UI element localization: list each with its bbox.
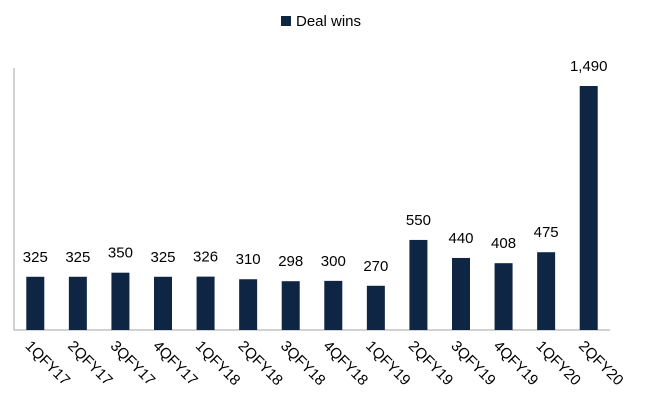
data-label: 325 xyxy=(23,249,48,266)
x-tick-label: 3QFY17 xyxy=(107,338,159,390)
x-tick-label: 2QFY18 xyxy=(235,338,287,390)
bar xyxy=(68,276,87,330)
data-label: 310 xyxy=(236,251,261,268)
data-label: 300 xyxy=(321,253,346,270)
legend-swatch xyxy=(281,16,291,26)
x-tick-label: 2QFY20 xyxy=(575,338,627,390)
bar xyxy=(239,279,258,330)
bar xyxy=(537,252,556,330)
x-tick-label: 4QFY18 xyxy=(320,338,372,390)
bar xyxy=(324,280,343,330)
bar xyxy=(26,276,45,330)
x-tick-label: 1QFY19 xyxy=(362,338,414,390)
data-label: 270 xyxy=(363,258,388,275)
data-label: 326 xyxy=(193,249,218,266)
x-tick-label: 2QFY17 xyxy=(64,338,116,390)
x-tick-label: 4QFY19 xyxy=(490,338,542,390)
bar xyxy=(366,285,385,330)
x-tick-label: 3QFY19 xyxy=(447,338,499,390)
legend-label: Deal wins xyxy=(296,13,361,30)
x-tick-label: 2QFY19 xyxy=(405,338,457,390)
data-label: 475 xyxy=(534,224,559,241)
data-label: 325 xyxy=(150,249,175,266)
data-label: 550 xyxy=(406,212,431,229)
x-tick-label: 4QFY17 xyxy=(149,338,201,390)
data-label: 440 xyxy=(448,230,473,247)
bar xyxy=(281,281,300,330)
x-tick-label: 1QFY18 xyxy=(192,338,244,390)
bar xyxy=(111,272,130,330)
bar xyxy=(196,276,215,330)
data-label: 325 xyxy=(65,249,90,266)
bar xyxy=(154,276,172,330)
data-label: 408 xyxy=(491,235,516,252)
data-label: 350 xyxy=(108,245,133,262)
bar xyxy=(452,257,470,330)
data-label: 298 xyxy=(278,253,303,270)
x-tick-label: 1QFY17 xyxy=(22,338,74,390)
bar xyxy=(579,86,598,330)
bar xyxy=(409,239,428,330)
data-label: 1,490 xyxy=(570,58,608,75)
bar xyxy=(494,263,513,330)
x-tick-label: 3QFY18 xyxy=(277,338,329,390)
x-tick-label: 1QFY20 xyxy=(533,338,585,390)
